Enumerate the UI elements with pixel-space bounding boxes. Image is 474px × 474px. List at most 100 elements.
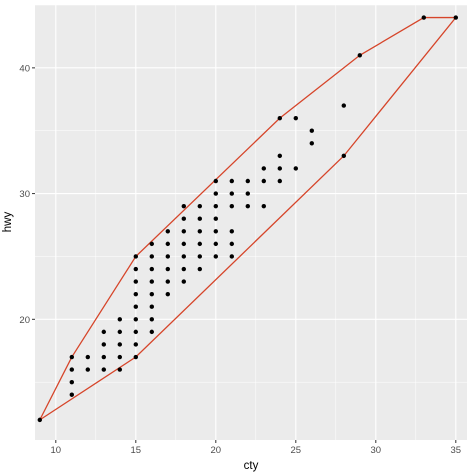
data-point (133, 291, 138, 297)
data-point (149, 241, 154, 247)
data-point (117, 367, 123, 372)
data-point (69, 392, 75, 397)
data-point (133, 354, 138, 360)
data-point (213, 203, 218, 209)
data-point (309, 141, 314, 146)
data-point (133, 317, 138, 322)
x-tick-label: 30 (371, 445, 382, 456)
data-point (149, 279, 154, 284)
x-axis-title: cty (244, 460, 259, 472)
y-tick-label: 40 (19, 63, 30, 74)
y-tick-label: 30 (19, 189, 30, 200)
data-point (149, 254, 154, 259)
data-point (453, 15, 458, 20)
grid-minor (35, 4, 467, 440)
data-point (309, 128, 314, 133)
data-point (165, 229, 170, 234)
data-point (181, 254, 186, 259)
data-points (37, 15, 458, 423)
data-point (149, 329, 154, 335)
data-point (101, 342, 107, 347)
data-point (245, 203, 250, 209)
data-point (229, 254, 234, 259)
x-tick-label: 25 (291, 445, 302, 456)
data-point (117, 354, 123, 360)
data-point (85, 354, 91, 360)
data-point (245, 178, 250, 184)
data-point (101, 354, 107, 360)
data-point (213, 191, 218, 196)
data-point (277, 166, 282, 171)
x-tick-label: 15 (131, 445, 142, 456)
data-point (197, 229, 202, 234)
data-point (117, 317, 123, 322)
data-point (213, 216, 218, 221)
data-point (197, 254, 202, 259)
data-point (277, 153, 282, 159)
data-point (117, 329, 123, 335)
data-point (149, 317, 154, 322)
data-point (293, 115, 298, 121)
data-point (149, 291, 154, 297)
data-point (261, 166, 266, 171)
convex-hull-line (39, 16, 458, 421)
data-point (133, 329, 138, 335)
data-point (229, 191, 234, 196)
data-point (213, 241, 218, 247)
data-point (133, 266, 138, 272)
data-point (229, 203, 234, 209)
data-point (165, 241, 170, 247)
data-point (165, 279, 170, 284)
data-point (197, 216, 202, 221)
data-point (165, 254, 170, 259)
data-point (213, 254, 218, 259)
data-point (133, 342, 138, 347)
data-point (165, 291, 170, 297)
data-point (101, 329, 107, 335)
x-tick-label: 10 (51, 445, 62, 456)
data-point (197, 203, 202, 209)
data-point (133, 279, 138, 284)
y-axis-ticks: 20 30 40 (19, 63, 35, 326)
data-point (181, 203, 186, 209)
data-point (229, 241, 234, 247)
y-tick-label: 20 (19, 315, 30, 326)
data-point (213, 178, 218, 184)
data-point (181, 229, 186, 234)
data-point (149, 304, 154, 309)
data-point (245, 191, 250, 196)
data-point (37, 417, 42, 423)
x-tick-label: 35 (451, 445, 462, 456)
x-axis-ticks: 10 15 20 25 30 35 (51, 440, 462, 456)
data-point (277, 178, 282, 184)
data-point (261, 203, 266, 209)
data-point (149, 266, 154, 272)
y-axis-title: hwy (2, 212, 14, 233)
data-point (117, 342, 123, 347)
data-point (197, 241, 202, 247)
data-point (101, 367, 107, 372)
plot-panel (35, 5, 467, 440)
data-point (229, 229, 234, 234)
data-point (181, 279, 186, 284)
data-point (229, 178, 234, 184)
data-point (69, 354, 75, 360)
data-point (181, 241, 186, 247)
data-point (293, 166, 298, 171)
data-point (181, 216, 186, 221)
data-point (85, 367, 91, 372)
data-point (421, 15, 426, 20)
data-point (165, 266, 170, 272)
data-point (133, 304, 138, 309)
data-point (133, 254, 138, 259)
grid-major (35, 5, 467, 440)
data-point (277, 115, 282, 121)
data-point (181, 266, 186, 272)
data-point (357, 53, 362, 58)
data-point (341, 103, 346, 108)
data-point (69, 367, 75, 372)
data-point (341, 153, 346, 159)
data-point (197, 266, 202, 272)
data-point (69, 379, 75, 385)
